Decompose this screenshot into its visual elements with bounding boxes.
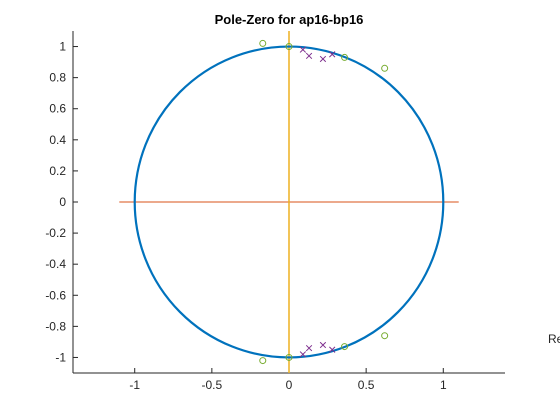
y-tick-label: -0.2 (45, 226, 66, 240)
x-tick-label: 0.5 (358, 378, 375, 392)
y-tick-label: 1 (59, 40, 66, 54)
zero-marker (341, 343, 349, 351)
y-tick-label: 0.6 (49, 102, 66, 116)
x-tick-label: -1 (129, 378, 140, 392)
y-tick-label: -1 (55, 350, 66, 364)
x-tick-label: 0 (286, 378, 293, 392)
zero-marker (341, 53, 349, 61)
chart-title: Pole-Zero for ap16-bp16 (215, 12, 364, 27)
y-tick-label: -0.6 (45, 288, 66, 302)
pole-marker (329, 346, 336, 353)
unit-circle (133, 45, 445, 359)
zero-marker (259, 39, 267, 47)
y-tick-label: 0.2 (49, 164, 66, 178)
y-tick-label: -0.4 (45, 257, 66, 271)
zero-marker (285, 353, 293, 361)
y-tick-label: 0 (59, 195, 66, 209)
pole-marker (329, 51, 336, 58)
zero-marker (285, 43, 293, 51)
pole-marker (299, 46, 307, 53)
y-axis-label: Im (117, 0, 130, 1)
zero-marker (259, 357, 267, 365)
y-tick-label: 0.4 (49, 133, 66, 147)
x-tick-label: -0.5 (202, 378, 223, 392)
x-tick-label: 1 (440, 378, 447, 392)
pole-marker (319, 55, 327, 63)
zero-marker (381, 64, 389, 72)
y-tick-label: 0.8 (49, 71, 66, 85)
pole-marker (305, 344, 313, 352)
pole-marker (319, 341, 327, 349)
pole-marker (305, 52, 313, 60)
plot-area: 1 0.8 0.6 0.4 0.2 0 -0.2 -0.4 -0.6 -0.8 -1 -1 -0.5 0 0… (45, 31, 505, 392)
pole-marker (299, 351, 307, 358)
zero-marker (381, 332, 389, 340)
x-axis-label: Re (548, 332, 560, 346)
y-tick-label: -0.8 (45, 319, 66, 333)
